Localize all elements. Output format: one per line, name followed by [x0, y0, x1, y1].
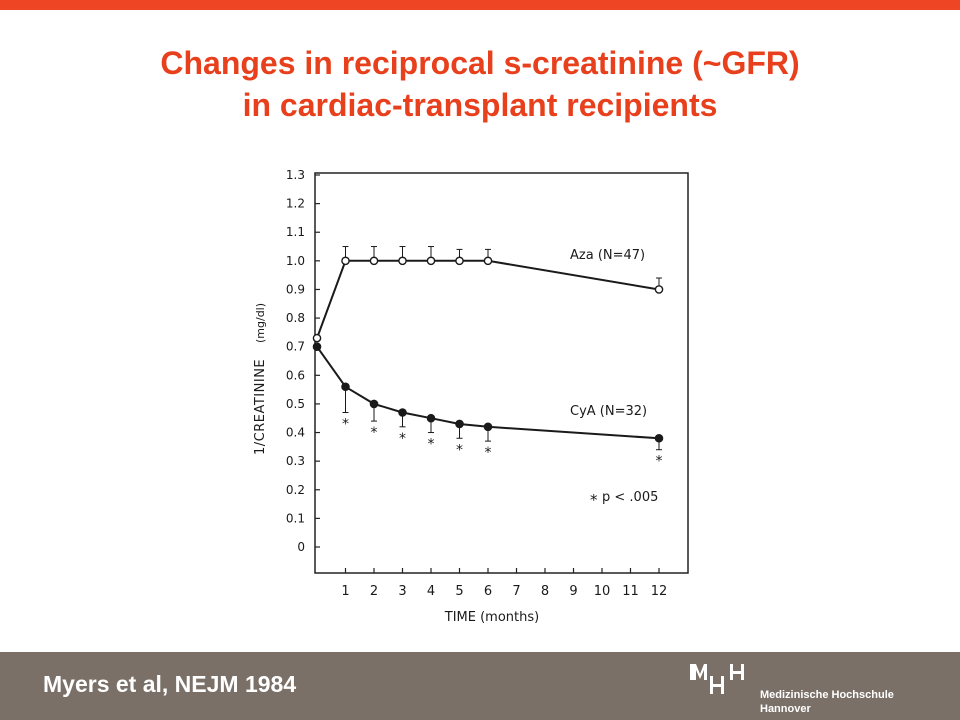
- x-tick-label: 8: [541, 584, 549, 599]
- y-tick-label: 1.0: [286, 254, 305, 268]
- mhh-logo-mark: [690, 664, 744, 694]
- mhh-logo-text: Medizinische Hochschule Hannover: [760, 688, 894, 716]
- chart-container: 0 0.1 0.2 0.3 0.4 0.5 0.6 0.7 0.8 0.9 1.0 1.1 1.2 1.3…: [240, 155, 700, 635]
- y-axis-unit: (mg/dl): [254, 303, 267, 343]
- x-tick-label: 3: [398, 584, 406, 599]
- series-labels: Aza (N=47) CyA (N=32): [570, 248, 647, 419]
- x-tick-label: 1: [341, 584, 349, 599]
- x-tick-label: 12: [651, 584, 668, 599]
- y-tick-label: 1.1: [286, 225, 305, 239]
- significance-marker-cya: *: [456, 442, 463, 458]
- slide-title: Changes in reciprocal s-creatinine (~GFR…: [0, 42, 960, 126]
- y-axis: 0 0.1 0.2 0.3 0.4 0.5 0.6 0.7 0.8 0.9 1.0 1.1 1.2 1.3: [286, 168, 320, 554]
- data-point-cya: [426, 413, 436, 423]
- mhh-logo: Medizinische Hochschule Hannover: [688, 662, 908, 715]
- footer-bar: Myers et al, NEJM 1984 Medizinische Hoch…: [0, 652, 960, 720]
- y-tick-label: 0.1: [286, 511, 305, 525]
- title-line-2: in cardiac-transplant recipients: [242, 87, 718, 123]
- x-tick-label: 5: [455, 584, 463, 599]
- accent-bar: [0, 0, 960, 10]
- y-tick-label: 1.3: [286, 168, 305, 182]
- data-point-aza: [483, 256, 493, 266]
- significance-marker-cya: *: [371, 425, 378, 441]
- logo-text-line-1: Medizinische Hochschule: [760, 689, 894, 701]
- series-label-aza: Aza (N=47): [570, 248, 645, 263]
- series-line-aza: [316, 259, 660, 339]
- y-tick-label: 0.2: [286, 483, 305, 497]
- x-axis-label: TIME (months): [444, 610, 539, 625]
- series-layer: * * * * * * *: [312, 246, 664, 470]
- x-tick-label: 6: [484, 584, 492, 599]
- data-point-aza: [312, 333, 322, 343]
- logo-text-line-2: Hannover: [760, 703, 811, 715]
- data-point-aza: [341, 256, 350, 266]
- y-tick-label: 1.2: [286, 197, 305, 211]
- x-tick-label: 4: [427, 584, 435, 599]
- significance-marker-cya: *: [656, 454, 663, 470]
- citation: Myers et al, NEJM 1984: [43, 671, 297, 697]
- x-tick-label: 10: [594, 584, 611, 599]
- data-point-aza: [455, 256, 464, 266]
- significance-marker-cya: *: [485, 445, 492, 461]
- y-tick-label: 0.5: [286, 397, 305, 411]
- data-point-aza: [426, 256, 436, 266]
- data-point-cya: [312, 342, 322, 351]
- data-point-cya: [341, 382, 350, 392]
- plot-frame: [314, 172, 689, 574]
- data-point-cya: [398, 408, 407, 417]
- y-axis-label: 1/CREATININE: [253, 359, 268, 455]
- data-point-aza: [369, 256, 379, 266]
- y-tick-label: 0.7: [286, 340, 305, 354]
- data-point-cya: [455, 419, 464, 429]
- x-tick-label: 2: [370, 584, 378, 599]
- x-tick-label: 9: [569, 584, 577, 599]
- y-axis-label-group: 1/CREATININE (mg/dl): [253, 303, 268, 455]
- series-line-cya: [316, 346, 660, 440]
- chart-svg: 0 0.1 0.2 0.3 0.4 0.5 0.6 0.7 0.8 0.9 1.0 1.1 1.2 1.3…: [253, 168, 689, 625]
- x-tick-label: 11: [622, 584, 639, 599]
- data-point-aza: [654, 285, 664, 294]
- y-tick-label: 0.9: [286, 282, 305, 296]
- data-point-aza: [398, 256, 407, 266]
- significance-marker-cya: *: [428, 437, 435, 453]
- x-axis: 1 2 3 4 5 6 7 8 9 10 11 12: [341, 568, 667, 599]
- series-label-cya: CyA (N=32): [570, 404, 647, 419]
- y-tick-label: 0: [297, 540, 305, 554]
- significance-marker-cya: *: [399, 431, 406, 447]
- y-tick-label: 0.4: [286, 426, 305, 440]
- data-point-cya: [654, 433, 664, 443]
- significance-text: p < .005: [602, 490, 658, 505]
- significance-star: *: [590, 491, 598, 509]
- x-tick-label: 7: [512, 584, 520, 599]
- data-point-cya: [483, 422, 493, 432]
- y-tick-label: 0.3: [286, 454, 305, 468]
- significance-note: * p < .005: [590, 490, 658, 509]
- significance-marker-cya: *: [342, 417, 349, 433]
- data-point-cya: [369, 399, 379, 409]
- y-tick-label: 0.6: [286, 368, 305, 382]
- title-line-1: Changes in reciprocal s-creatinine (~GFR…: [160, 45, 800, 81]
- y-tick-label: 0.8: [286, 311, 305, 325]
